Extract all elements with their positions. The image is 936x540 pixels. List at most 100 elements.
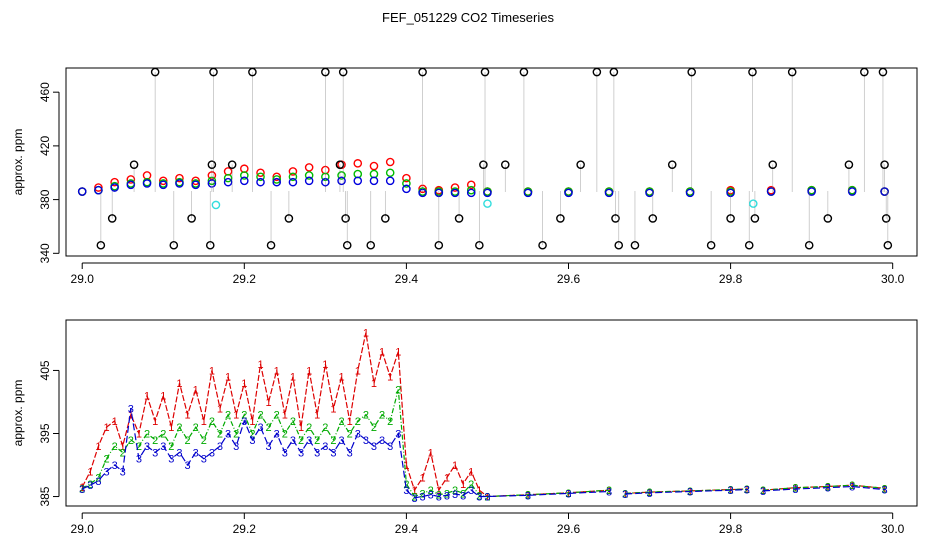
series-label-marker: 2: [249, 428, 255, 440]
series-label-marker: 1: [233, 410, 239, 422]
plot-frame-top: [65, 67, 918, 257]
data-point: [844, 160, 854, 169]
data-point: [878, 67, 888, 77]
series-label-marker: 3: [306, 435, 312, 447]
series-label-marker: 1: [525, 490, 531, 502]
series-label-marker: 1: [257, 359, 263, 371]
series-label-marker: 2: [371, 422, 377, 434]
series-label-marker: 3: [436, 492, 442, 504]
series-label-marker: 1: [249, 416, 255, 428]
data-point: [110, 177, 119, 187]
data-point: [385, 168, 395, 178]
series-label-marker: 1: [144, 391, 150, 403]
data-point: [304, 176, 314, 186]
x-tick-label: 29.0: [71, 272, 95, 286]
data-point: [450, 183, 460, 192]
data-point: [614, 240, 624, 250]
series-label-marker: 1: [760, 485, 766, 497]
series-label-marker: 3: [744, 485, 750, 497]
data-point: [576, 160, 585, 169]
x-tick-label: 29.6: [557, 272, 581, 286]
data-point: [538, 240, 547, 250]
series-label-marker: 1: [428, 447, 434, 459]
series-label-marker: 1: [95, 441, 101, 453]
series-label-marker: 2: [436, 490, 442, 502]
y-tick-label: 460: [38, 82, 52, 102]
data-point: [205, 240, 215, 250]
series-label-marker: 2: [87, 479, 93, 491]
series-label-marker: 2: [452, 485, 458, 497]
series-label-marker: 1: [411, 485, 417, 497]
series-label-marker: 1: [476, 485, 482, 497]
data-point: [483, 188, 492, 198]
data-point: [342, 240, 352, 250]
data-point: [556, 214, 565, 223]
x-tick-label: 29.0: [71, 522, 95, 536]
series-label-marker: 1: [347, 416, 353, 428]
series-label-marker: 1: [338, 372, 344, 384]
data-point: [564, 188, 573, 198]
series-label-marker: 3: [103, 466, 109, 478]
series-line: [81, 332, 885, 498]
data-point: [823, 214, 833, 223]
data-point: [369, 161, 379, 171]
series-label-marker: 3: [128, 403, 134, 415]
series-label-marker: 3: [298, 447, 304, 459]
series-label-marker: 2: [266, 422, 272, 434]
series-label-marker: 2: [136, 441, 142, 453]
data-point: [288, 172, 298, 182]
data-point: [748, 67, 757, 77]
data-point: [94, 185, 103, 195]
data-point: [223, 173, 233, 183]
series-label-marker: 1: [152, 416, 158, 428]
x-tick-label: 29.4: [395, 522, 419, 536]
series-label-marker: 3: [395, 428, 401, 440]
data-point: [366, 240, 376, 250]
series-label-marker: 2: [330, 435, 336, 447]
data-point: [96, 240, 106, 250]
series-label-marker: 3: [290, 435, 296, 447]
series-label-marker: 3: [355, 428, 361, 440]
series-label-marker: 2: [468, 479, 474, 491]
series-label-marker: 3: [825, 483, 831, 495]
data-point: [648, 214, 658, 223]
data-point: [211, 200, 221, 210]
series-label-marker: 1: [420, 473, 426, 485]
data-point: [288, 177, 298, 187]
data-point: [288, 167, 298, 176]
series-label-marker: 1: [120, 441, 126, 453]
series-label-marker: 2: [460, 488, 466, 500]
data-point: [321, 177, 330, 187]
series-label-marker: 2: [176, 422, 182, 434]
series-label-marker: 1: [444, 473, 450, 485]
series-label-marker: 3: [330, 447, 336, 459]
data-point: [227, 160, 237, 169]
series-label-marker: 3: [420, 492, 426, 504]
series-label-marker: 1: [225, 372, 231, 384]
data-point: [304, 163, 314, 172]
series-label-marker: 1: [87, 466, 93, 478]
data-point: [860, 67, 869, 77]
data-point: [272, 175, 282, 184]
data-point: [126, 180, 136, 190]
series-label-marker: 2: [209, 416, 215, 428]
data-point: [645, 188, 654, 198]
series-label-marker: 2: [314, 435, 320, 447]
series-label-marker: 1: [330, 403, 336, 415]
y-axis-label-bottom: approx. ppm: [11, 380, 25, 447]
marks-bottom: 1111111111111111111111111111111111111111…: [79, 328, 887, 505]
series-label-marker: 3: [322, 441, 328, 453]
series-label-marker: 1: [160, 391, 166, 403]
data-point: [883, 240, 893, 250]
data-point: [240, 176, 249, 186]
x-tick-label: 30.0: [881, 522, 905, 536]
axes-bottom: 29.0 29.2 29.4 29.6 29.8 30.0 385 395 405: [38, 360, 905, 536]
series-label-marker: 1: [176, 378, 182, 390]
data-point: [158, 176, 168, 186]
series-label-marker: 2: [193, 422, 199, 434]
series-label-marker: 3: [241, 416, 247, 428]
series-label-marker: 3: [882, 485, 888, 497]
x-tick-label: 29.2: [233, 272, 257, 286]
series-label-marker: 1: [565, 488, 571, 500]
data-point: [385, 176, 395, 186]
